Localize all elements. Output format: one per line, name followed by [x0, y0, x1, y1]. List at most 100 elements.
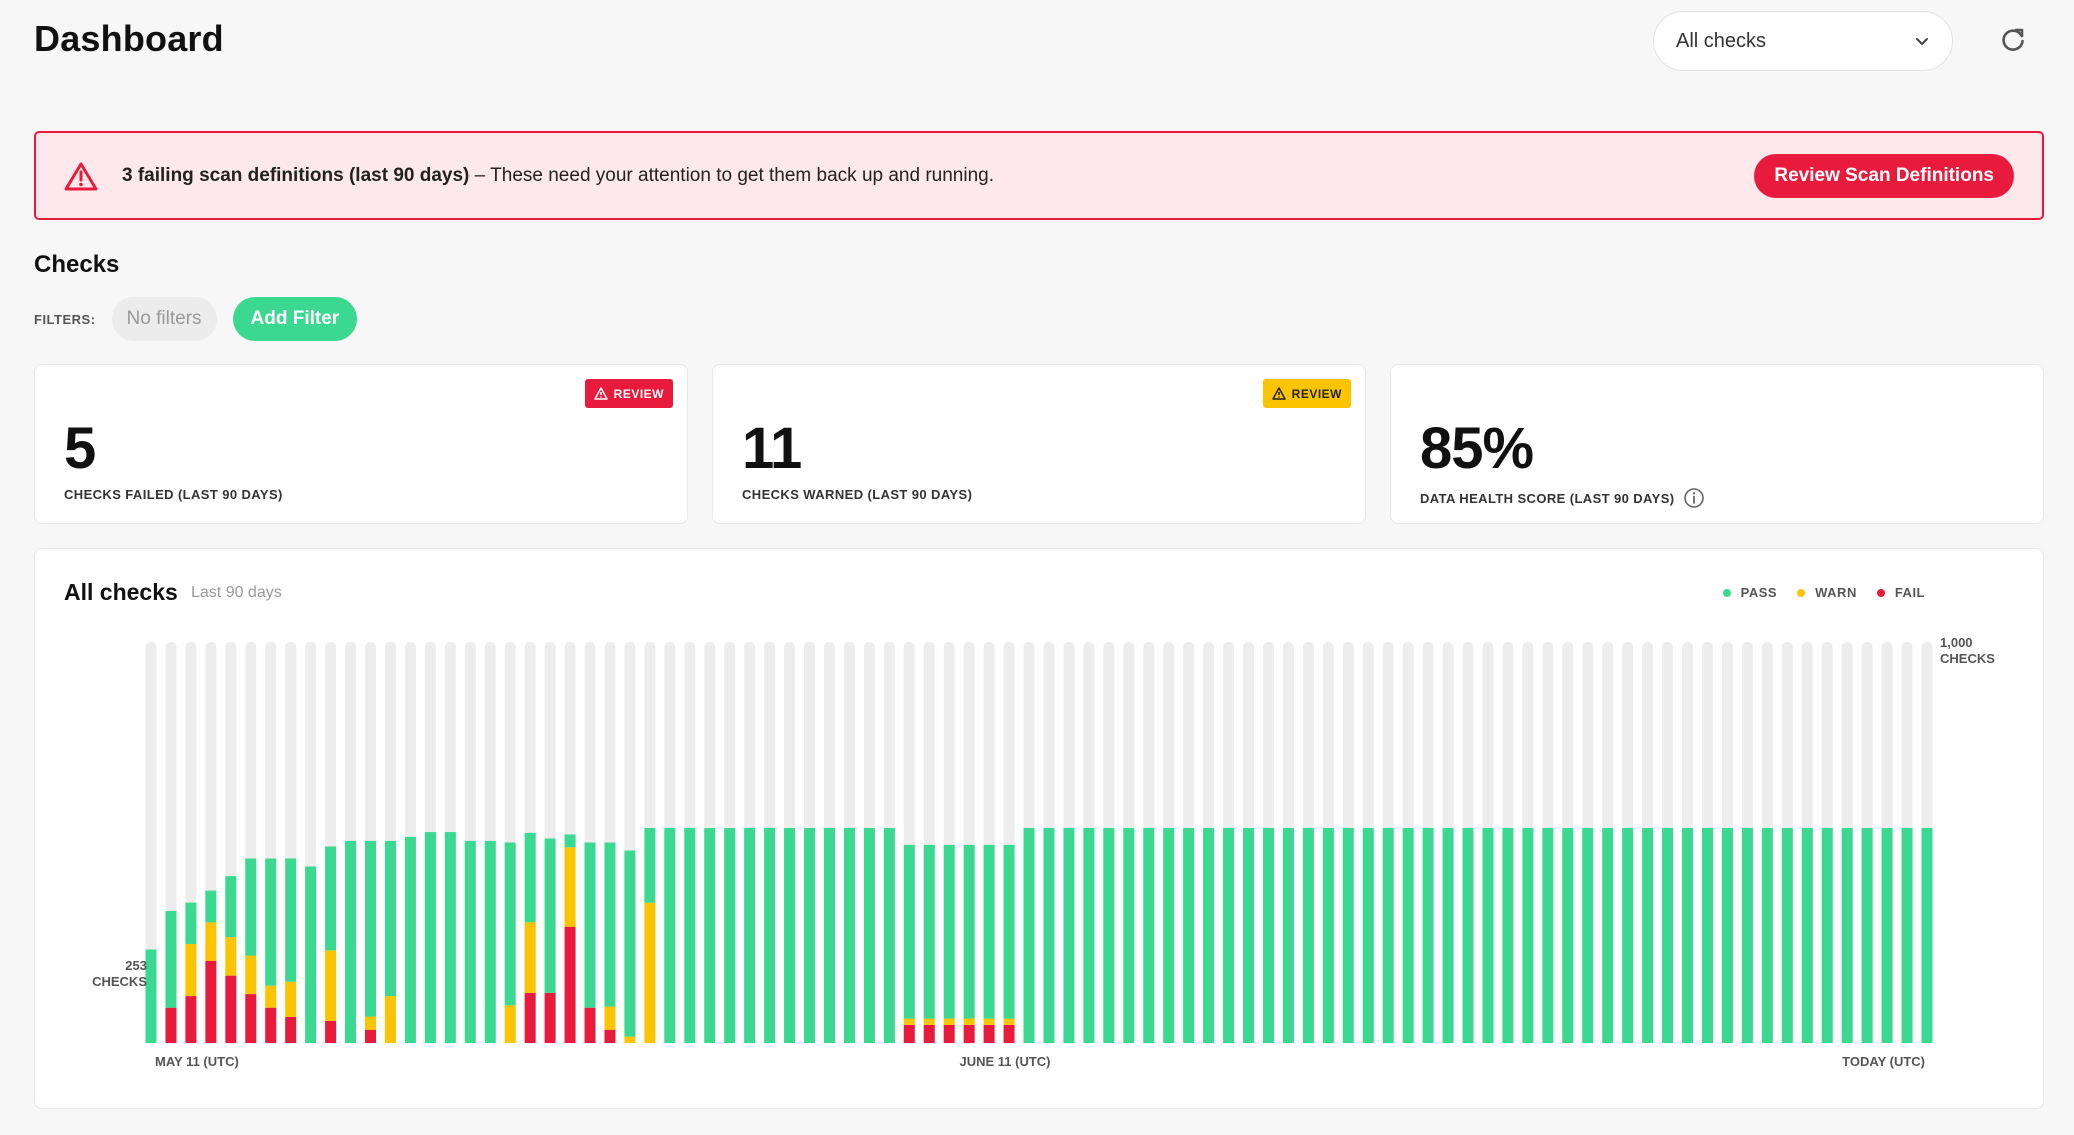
bar-pass-segment: [504, 842, 516, 1006]
bar-cap: [225, 876, 237, 883]
bar-cap: [464, 840, 476, 847]
bar-pass-segment: [1402, 828, 1414, 1043]
bar-warn-segment: [504, 1005, 516, 1043]
no-filters-chip: No filters: [111, 297, 217, 341]
bar-cap: [1642, 828, 1654, 835]
bar-pass-segment: [1282, 828, 1294, 1043]
bar-cap: [1462, 828, 1474, 835]
data-health-score-card: 85% DATA HEALTH SCORE (LAST 90 DAYS): [1390, 364, 2044, 524]
bar-pass-segment: [1582, 828, 1594, 1043]
bar-pass-segment: [1921, 828, 1933, 1043]
bar-pass-segment: [564, 834, 576, 848]
bar-cap: [424, 832, 436, 839]
bar-fail-segment: [903, 1024, 915, 1043]
card-label-text: CHECKS WARNED (LAST 90 DAYS): [742, 487, 973, 502]
bar-warn-segment: [265, 985, 277, 1008]
bar-pass-segment: [943, 844, 955, 1019]
bar-cap: [1881, 828, 1893, 835]
refresh-button[interactable]: [1996, 23, 2030, 57]
bar-warn-segment: [963, 1018, 975, 1025]
checks-section-title: Checks: [34, 251, 120, 278]
bar-pass-segment: [444, 832, 456, 1043]
bar-pass-segment: [165, 911, 177, 1008]
bar-pass-segment: [1043, 828, 1055, 1043]
bar-cap: [804, 828, 816, 835]
bar-pass-segment: [1123, 828, 1135, 1043]
bar-warn-segment: [325, 950, 337, 1021]
bar-fail-segment: [564, 926, 576, 1043]
y-label-low-unit: CHECKS: [92, 974, 147, 989]
bar-cap: [1183, 828, 1195, 835]
checks-warned-card[interactable]: REVIEW 11 CHECKS WARNED (LAST 90 DAYS): [712, 364, 1366, 524]
page-title: Dashboard: [34, 18, 224, 59]
bar-pass-segment: [1183, 828, 1195, 1043]
bar-cap: [784, 828, 796, 835]
failed-review-badge[interactable]: REVIEW: [584, 379, 673, 408]
bar-pass-segment: [1542, 828, 1554, 1043]
bar-cap: [1143, 828, 1155, 835]
bar-cap: [1741, 828, 1753, 835]
bar-cap: [983, 844, 995, 851]
bar-cap: [1123, 828, 1135, 835]
bar-cap: [1362, 828, 1374, 835]
bar-fail-segment: [1003, 1024, 1015, 1043]
bar-pass-segment: [624, 850, 636, 1037]
bar-pass-segment: [325, 846, 337, 951]
bar-pass-segment: [584, 842, 596, 1008]
bar-fail-segment: [524, 992, 536, 1044]
bar-cap: [185, 902, 197, 909]
bar-cap: [1302, 828, 1314, 835]
failing-scans-alert: 3 failing scan definitions (last 90 days…: [34, 131, 2044, 220]
bar-pass-segment: [923, 844, 935, 1019]
bar-pass-segment: [1701, 828, 1713, 1043]
bar-cap: [1023, 828, 1035, 835]
add-filter-button[interactable]: Add Filter: [232, 297, 358, 341]
bar-cap: [724, 828, 736, 835]
legend-label-pass: PASS: [1740, 585, 1778, 600]
bar-fail-segment: [285, 1016, 297, 1044]
bar-cap: [1262, 828, 1274, 835]
bar-cap: [1781, 828, 1793, 835]
warned-review-badge[interactable]: REVIEW: [1262, 379, 1351, 408]
y-label-high-unit: CHECKS: [1940, 651, 1995, 666]
bar-cap: [584, 842, 596, 849]
bar-pass-segment: [644, 828, 656, 903]
check-filter-select-value: All checks: [1676, 29, 1767, 52]
checks-failed-card[interactable]: REVIEW 5 CHECKS FAILED (LAST 90 DAYS): [34, 364, 688, 524]
review-scan-definitions-button[interactable]: Review Scan Definitions: [1754, 153, 2014, 198]
x-label-middle: JUNE 11 (UTC): [959, 1054, 1050, 1069]
bar-cap: [863, 828, 875, 835]
bar-cap: [843, 828, 855, 835]
bar-pass-segment: [1482, 828, 1494, 1043]
bar-pass-segment: [285, 858, 297, 982]
bar-fail-segment: [963, 1024, 975, 1043]
bar-pass-segment: [903, 844, 915, 1019]
legend-label-warn: WARN: [1815, 585, 1857, 600]
bar-pass-segment: [1761, 828, 1773, 1043]
y-label-high-value: 1,000: [1940, 635, 1973, 650]
bar-pass-segment: [744, 828, 756, 1043]
info-icon[interactable]: [1683, 487, 1705, 509]
bar-cap: [1901, 828, 1913, 835]
data-health-score-value: 85%: [1420, 416, 1534, 481]
bar-fail-segment: [943, 1024, 955, 1043]
bar-pass-segment: [1223, 828, 1235, 1043]
bar-cap: [165, 911, 177, 918]
bar-pass-segment: [724, 828, 736, 1043]
bar-pass-segment: [1362, 828, 1374, 1043]
bar-cap: [444, 832, 456, 839]
legend-item-fail: FAIL: [1876, 585, 1925, 600]
bar-fail-segment: [584, 1007, 596, 1043]
check-filter-select[interactable]: All checks: [1653, 11, 1953, 71]
bar-fail-segment: [325, 1020, 337, 1043]
bar-cap: [325, 846, 337, 853]
bar-pass-segment: [1143, 828, 1155, 1043]
all-checks-chart-card: All checks Last 90 days PASS WARN FAIL 2…: [34, 548, 2044, 1109]
bar-cap: [544, 838, 556, 845]
bar-warn-segment: [983, 1018, 995, 1025]
bar-warn-segment: [903, 1018, 915, 1025]
bar-pass-segment: [1083, 828, 1095, 1043]
bar-cap: [883, 828, 895, 835]
bar-pass-segment: [1781, 828, 1793, 1043]
bar-cap: [664, 828, 676, 835]
